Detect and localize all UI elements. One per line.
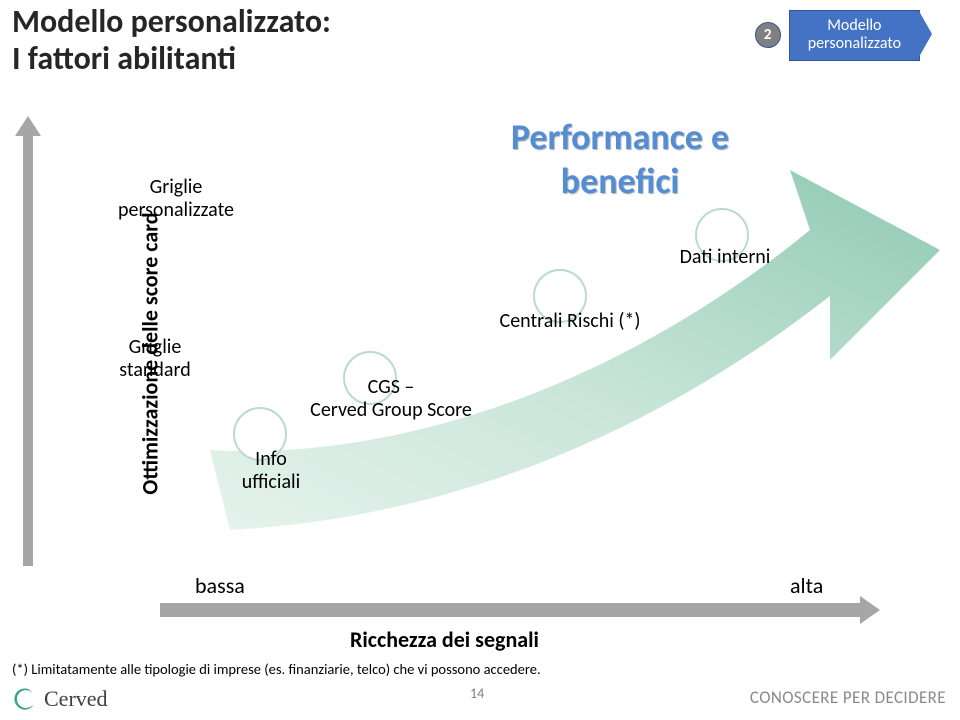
swoosh-arrow (210, 170, 940, 530)
title-line-1: Modello personalizzato: (12, 4, 331, 41)
y-axis-arrowhead (15, 116, 41, 136)
brand-tagline: CONOSCERE PER DECIDERE (750, 687, 946, 708)
step-label-line2: personalizzato (808, 35, 901, 53)
title-line-2: I fattori abilitanti (12, 41, 331, 78)
x-axis-label: Ricchezza dei segnali (350, 626, 539, 653)
node-label-griglie-personalizzate: Grigliepersonalizzate (96, 176, 256, 222)
x-axis-arrow (160, 595, 880, 625)
node-label-cgs: CGS –Cerved Group Score (296, 376, 486, 422)
center-title-line2: benefici (430, 159, 810, 203)
brand-swirl-icon (12, 686, 38, 712)
footer-brand: Cerved (12, 686, 108, 712)
footnote: (*) Limitatamente alle tipologie di impr… (12, 660, 541, 678)
node-label-griglie-standard: Grigliestandard (100, 336, 210, 382)
step-badge: 2 Modello personalizzato (755, 10, 920, 61)
step-number: 2 (755, 22, 781, 48)
node-label-info-ufficiali: Infoufficiali (226, 448, 316, 494)
node-label-centrali-rischi: Centrali Rischi (*) (480, 310, 660, 333)
x-axis-arrowhead (860, 596, 880, 624)
x-axis-arrowshaft (160, 603, 860, 617)
center-title-line1: Performance e (430, 115, 810, 159)
step-label: Modello personalizzato (789, 10, 920, 61)
y-axis-arrowshaft (23, 134, 33, 566)
center-title: Performance e benefici (430, 115, 810, 203)
y-axis-arrow (12, 116, 44, 566)
page-number: 14 (470, 685, 484, 702)
brand-name: Cerved (44, 686, 108, 712)
slide-title: Modello personalizzato: I fattori abilit… (12, 4, 331, 78)
node-label-dati-interni: Dati interni (660, 246, 790, 269)
step-label-line1: Modello (808, 17, 901, 35)
